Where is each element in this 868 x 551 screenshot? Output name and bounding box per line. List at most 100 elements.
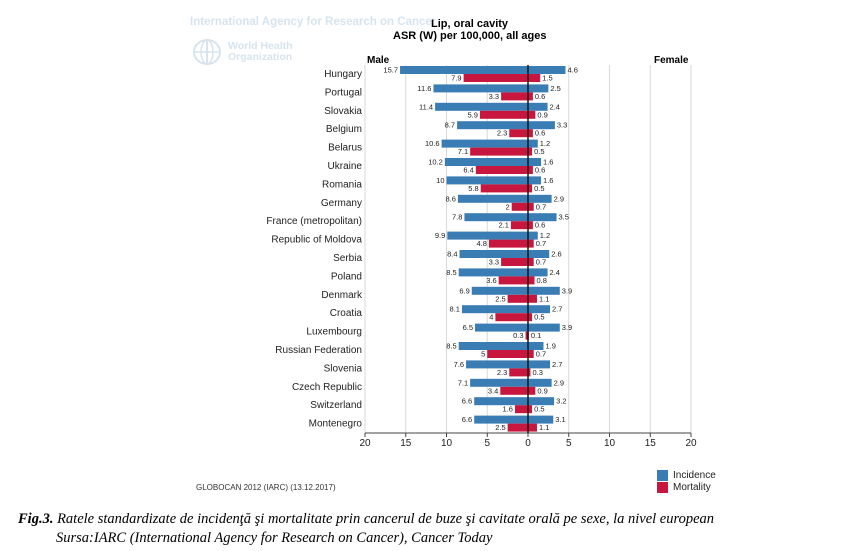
label-male-mortality: 3.6 — [486, 276, 496, 285]
bar-female-incidence — [528, 342, 544, 350]
category-label: Croatia — [330, 308, 363, 319]
label-female-incidence: 3.1 — [555, 415, 565, 424]
label-male-incidence: 8.6 — [445, 194, 455, 203]
x-tick-label: 10 — [604, 438, 616, 449]
bar-male-mortality — [463, 74, 528, 82]
female-label: Female — [654, 55, 689, 66]
category-label: Slovakia — [324, 106, 362, 117]
label-male-mortality: 7.1 — [458, 147, 468, 156]
chart-title: Lip, oral cavity — [431, 18, 509, 30]
bar-male-incidence — [457, 194, 528, 203]
label-male-incidence: 6.6 — [462, 397, 472, 406]
category-label: Denmark — [321, 290, 363, 301]
label-female-incidence: 1.2 — [540, 139, 550, 148]
label-female-incidence: 2.6 — [551, 250, 561, 259]
caption-line-2: Sursa:IARC (International Agency for Res… — [56, 530, 493, 546]
x-tick-label: 5 — [484, 438, 490, 449]
legend-mortality-swatch — [657, 482, 668, 493]
label-male-mortality: 5.8 — [468, 184, 478, 193]
bar-male-mortality — [507, 294, 528, 303]
x-tick-label: 20 — [685, 438, 697, 449]
bar-female-incidence — [528, 102, 548, 111]
label-female-mortality: 0.7 — [536, 258, 546, 267]
bar-male-incidence — [458, 268, 528, 277]
category-label: Czech Republic — [292, 382, 362, 393]
bar-male-mortality — [498, 276, 528, 285]
legend-incidence-swatch — [657, 470, 668, 481]
category-label: Republic of Moldova — [271, 235, 362, 246]
legend-incidence-label: Incidence — [673, 470, 716, 481]
label-female-mortality: 0.5 — [534, 184, 544, 193]
label-male-mortality: 2.3 — [497, 129, 507, 138]
label-female-incidence: 2.4 — [550, 268, 560, 277]
figure-label: Fig.3. — [18, 511, 54, 527]
label-male-incidence: 10.2 — [428, 158, 443, 167]
label-male-incidence: 8.4 — [447, 250, 457, 259]
bar-male-mortality — [480, 184, 528, 193]
category-label: France (metropolitan) — [266, 216, 362, 227]
bar-male-incidence — [474, 397, 528, 406]
label-male-mortality: 3.3 — [489, 258, 499, 267]
label-female-mortality: 0.1 — [531, 331, 541, 340]
label-female-mortality: 1.5 — [542, 74, 552, 83]
label-female-mortality: 0.7 — [536, 202, 546, 211]
label-female-mortality: 0.8 — [537, 276, 547, 285]
label-male-mortality: 4 — [489, 313, 493, 322]
category-label: Germany — [321, 198, 362, 209]
label-female-mortality: 0.6 — [535, 129, 545, 138]
label-male-incidence: 10.6 — [425, 139, 440, 148]
x-tick-label: 0 — [525, 438, 531, 449]
bar-male-incidence — [464, 213, 528, 222]
bar-female-incidence — [528, 397, 555, 406]
label-male-mortality: 2.5 — [495, 294, 505, 303]
label-male-incidence: 7.8 — [452, 213, 462, 222]
bar-male-incidence — [435, 102, 528, 111]
label-female-incidence: 2.9 — [554, 194, 564, 203]
bar-male-incidence — [470, 378, 528, 387]
bar-male-mortality — [501, 92, 528, 101]
label-female-incidence: 2.7 — [552, 305, 562, 314]
bar-female-mortality — [528, 350, 534, 358]
label-male-mortality: 4.8 — [476, 239, 486, 248]
label-male-incidence: 8.5 — [446, 342, 456, 351]
category-label: Montenegro — [309, 419, 363, 430]
bar-female-mortality — [528, 276, 535, 285]
category-label: Romania — [322, 179, 362, 190]
legend-incidence: Incidence — [657, 470, 716, 481]
label-female-incidence: 3.3 — [557, 121, 567, 130]
bar-male-incidence — [461, 305, 528, 314]
bar-male-incidence — [444, 158, 528, 166]
bar-male-incidence — [466, 360, 528, 369]
label-female-mortality: 0.6 — [535, 92, 545, 101]
label-male-incidence: 6.9 — [459, 286, 469, 295]
label-female-incidence: 3.2 — [556, 397, 566, 406]
label-female-mortality: 1.1 — [539, 423, 549, 432]
bar-female-incidence — [528, 268, 548, 277]
male-label: Male — [367, 55, 390, 66]
bar-male-incidence — [400, 66, 528, 74]
bar-female-mortality — [528, 405, 533, 414]
x-tick-label: 15 — [400, 438, 412, 449]
bar-female-mortality — [528, 368, 531, 377]
bar-female-incidence — [528, 213, 557, 222]
who-logo-icon — [193, 39, 221, 65]
bar-female-incidence — [528, 415, 554, 424]
bar-female-mortality — [528, 386, 536, 395]
caption-line-1: Ratele standardizate de incidenţă şi mor… — [57, 511, 715, 527]
bar-male-mortality — [525, 331, 528, 340]
label-female-incidence: 2.4 — [550, 102, 560, 111]
label-male-mortality: 2.5 — [495, 423, 505, 432]
bar-male-mortality — [507, 423, 528, 432]
label-male-incidence: 9.9 — [435, 231, 445, 240]
bar-female-incidence — [528, 250, 550, 258]
who-watermark: World Health Organization — [228, 41, 293, 63]
label-female-incidence: 3.5 — [559, 213, 569, 222]
label-male-incidence: 6.6 — [462, 415, 472, 424]
bar-female-mortality — [528, 166, 533, 174]
label-female-incidence: 1.9 — [545, 342, 555, 351]
label-male-mortality: 3.4 — [488, 386, 498, 395]
iarc-watermark: International Agency for Research on Can… — [190, 16, 437, 28]
label-male-incidence: 8.5 — [446, 268, 456, 277]
label-male-mortality: 2.1 — [498, 221, 508, 230]
